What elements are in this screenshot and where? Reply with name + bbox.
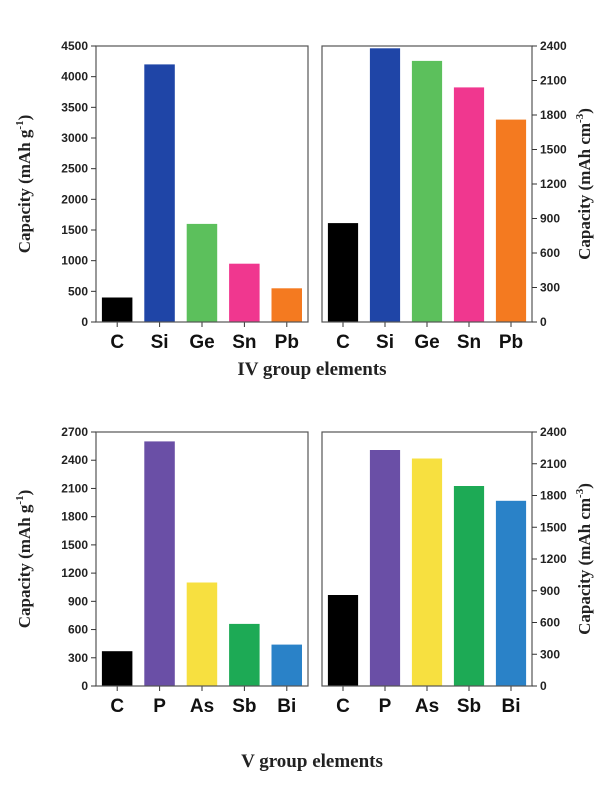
y-tick-label: 1200	[61, 566, 88, 580]
bar-sb	[453, 486, 485, 686]
y-tick-label: 1500	[540, 143, 567, 157]
y-axis-title: Capacity (mAh cm-3)	[574, 483, 594, 635]
x-tick-label: C	[336, 332, 350, 353]
y-tick-label: 2100	[540, 457, 567, 471]
chart-panel-3: C P As Sb Bi 0 300 600 900 1200 1500 1800 2100 2400 27…	[14, 425, 309, 717]
x-tick-label: As	[415, 696, 439, 717]
x-tick-label: Pb	[499, 332, 523, 353]
y-tick-label: 2500	[61, 162, 88, 176]
y-tick-label: 2400	[61, 453, 88, 467]
y-tick-label: 1200	[540, 552, 567, 566]
bar-pb	[495, 119, 527, 322]
bar-si	[144, 64, 175, 323]
y-tick-label: 600	[68, 623, 88, 637]
y-tick-label: 4000	[61, 70, 88, 84]
y-axis-title: Capacity (mAh g-1)	[14, 115, 34, 254]
y-tick-label: 2100	[540, 74, 567, 88]
y-axis-title: Capacity (mAh cm-3)	[574, 108, 594, 260]
x-tick-label: P	[153, 696, 166, 717]
y-tick-label: 0	[540, 679, 547, 693]
y-tick-label: 4500	[61, 39, 88, 53]
x-tick-label: P	[379, 696, 392, 717]
chart-panel-1: C Si Ge Sn Pb 0 500 1000 1500 2000 2500 3000 3500 400…	[14, 39, 309, 353]
y-tick-label: 1800	[540, 489, 567, 503]
bar-as	[411, 458, 443, 686]
bar-c	[101, 297, 133, 322]
x-tick-label: Si	[151, 332, 169, 353]
chart-panel-4: C P As Sb Bi 0 300 600 900 1200 1500 1800 2100 2400 Ca…	[321, 425, 594, 717]
x-tick-label: Sb	[232, 696, 256, 717]
bar-si	[369, 48, 401, 323]
bar-p	[369, 450, 401, 686]
y-tick-label: 1800	[61, 510, 88, 524]
y-tick-label: 900	[540, 584, 560, 598]
y-tick-label: 2000	[61, 192, 88, 206]
y-tick-label: 300	[540, 281, 560, 295]
bar-c	[327, 223, 359, 322]
x-tick-label: Sn	[232, 332, 256, 353]
group-title-v: V group elements	[241, 751, 383, 772]
bar-c	[327, 595, 359, 686]
bar-as	[186, 582, 218, 686]
bar-sb	[229, 623, 260, 686]
bar-bi	[495, 500, 527, 686]
group-title-iv: IV group elements	[237, 359, 386, 380]
x-tick-label: Ge	[414, 332, 439, 353]
y-tick-label: 1800	[540, 108, 567, 122]
y-tick-label: 900	[540, 212, 560, 226]
y-tick-label: 600	[540, 616, 560, 630]
bar-pb	[271, 288, 302, 322]
bar-ge	[411, 60, 443, 323]
plot-frame	[95, 45, 309, 323]
y-tick-label: 0	[540, 315, 547, 329]
bar-bi	[271, 644, 302, 686]
x-tick-label: Sn	[457, 332, 481, 353]
y-tick-label: 1200	[540, 177, 567, 191]
bar-p	[144, 441, 175, 686]
x-tick-label: Sb	[457, 696, 481, 717]
y-tick-label: 0	[81, 679, 88, 693]
y-tick-label: 2400	[540, 425, 567, 439]
y-tick-label: 500	[68, 284, 88, 298]
x-tick-label: C	[110, 696, 124, 717]
chart-panel-2: C Si Ge Sn Pb 0 300 600 900 1200 1500 1800 2100 2400 C…	[321, 39, 594, 353]
bar-sn	[453, 87, 485, 323]
x-tick-label: Bi	[502, 696, 521, 717]
x-tick-label: Si	[376, 332, 394, 353]
plot-frame	[95, 431, 309, 687]
y-tick-label: 1000	[61, 254, 88, 268]
x-tick-label: Pb	[275, 332, 299, 353]
x-tick-label: C	[336, 696, 350, 717]
bar-c	[101, 651, 133, 686]
y-tick-label: 3500	[61, 100, 88, 114]
bar-sn	[229, 263, 260, 322]
y-tick-label: 2700	[61, 425, 88, 439]
y-tick-label: 1500	[61, 223, 88, 237]
y-tick-label: 900	[68, 594, 88, 608]
x-tick-label: Bi	[277, 696, 296, 717]
bar-ge	[186, 223, 218, 322]
x-tick-label: As	[190, 696, 214, 717]
y-tick-label: 2100	[61, 481, 88, 495]
y-tick-label: 0	[81, 315, 88, 329]
y-tick-label: 1500	[540, 520, 567, 534]
y-tick-label: 1500	[61, 538, 88, 552]
y-tick-label: 3000	[61, 131, 88, 145]
y-axis-title: Capacity (mAh g-1)	[14, 490, 34, 629]
y-tick-label: 300	[540, 647, 560, 661]
x-tick-label: Ge	[189, 332, 214, 353]
y-tick-label: 600	[540, 246, 560, 260]
y-tick-label: 2400	[540, 39, 567, 53]
x-tick-label: C	[110, 332, 124, 353]
y-tick-label: 300	[68, 651, 88, 665]
